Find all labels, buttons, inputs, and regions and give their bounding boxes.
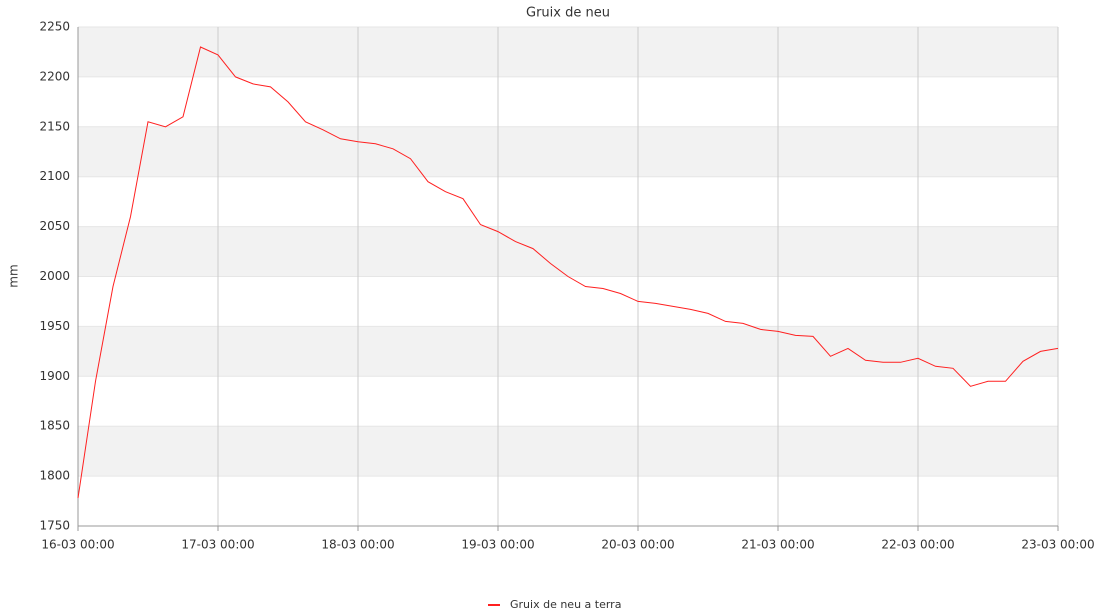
grid-band (78, 326, 1058, 377)
grid-band (78, 126, 1058, 177)
line (77, 46, 1059, 499)
x-tick-label: 17-03 00:00 (181, 538, 254, 552)
y-tick-label: 1800 (39, 469, 70, 483)
y-tick-label: 2000 (39, 269, 70, 283)
grid-band (78, 27, 1058, 77)
legend-label: Gruix de neu a terra (510, 598, 621, 611)
y-axis-label: mm (7, 264, 21, 287)
x-tick-label: 18-03 00:00 (321, 538, 394, 552)
y-tick-label: 1750 (39, 519, 70, 533)
grid-band (78, 226, 1058, 277)
x-tick-label: 20-03 00:00 (601, 538, 674, 552)
x-tick-label: 16-03 00:00 (41, 538, 114, 552)
x-tick-label: 23-03 00:00 (1021, 538, 1094, 552)
y-tick-label: 2200 (39, 69, 70, 83)
y-tick-label: 1850 (39, 419, 70, 433)
y-tick-label: 1900 (39, 369, 70, 383)
y-tick-label: 2050 (39, 219, 70, 233)
x-tick-label: 21-03 00:00 (741, 538, 814, 552)
grid-band (78, 426, 1058, 477)
y-tick-label: 1950 (39, 319, 70, 333)
y-tick-label: 2250 (39, 20, 70, 34)
x-tick-label: 22-03 00:00 (881, 538, 954, 552)
x-tick-label: 19-03 00:00 (461, 538, 534, 552)
y-tick-label: 2150 (39, 119, 70, 133)
y-tick-label: 2100 (39, 169, 70, 183)
chart-title: Gruix de neu (526, 6, 610, 21)
